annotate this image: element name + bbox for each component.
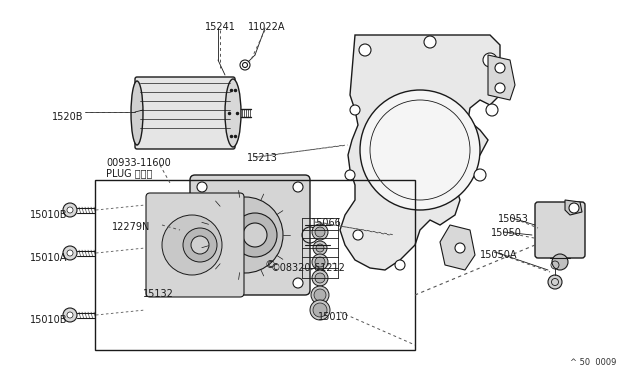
Circle shape <box>313 303 327 317</box>
Circle shape <box>312 224 328 240</box>
Circle shape <box>63 246 77 260</box>
Circle shape <box>350 105 360 115</box>
Text: ©08320-61212: ©08320-61212 <box>271 263 346 273</box>
Circle shape <box>191 236 209 254</box>
Circle shape <box>312 254 328 270</box>
Circle shape <box>67 312 73 318</box>
Circle shape <box>455 243 465 253</box>
Text: 15010B: 15010B <box>30 315 67 325</box>
Text: 00933-11600: 00933-11600 <box>106 158 171 168</box>
Circle shape <box>183 228 217 262</box>
Circle shape <box>243 223 267 247</box>
Text: 11022A: 11022A <box>248 22 285 32</box>
Circle shape <box>353 230 363 240</box>
Polygon shape <box>565 200 582 215</box>
Circle shape <box>162 215 222 275</box>
Polygon shape <box>440 225 475 270</box>
Circle shape <box>63 308 77 322</box>
Ellipse shape <box>131 81 143 145</box>
Circle shape <box>315 273 325 283</box>
Text: 15010A: 15010A <box>30 253 67 263</box>
FancyBboxPatch shape <box>535 202 585 258</box>
FancyBboxPatch shape <box>190 175 310 295</box>
Text: 15010B: 15010B <box>30 210 67 220</box>
Circle shape <box>424 36 436 48</box>
Circle shape <box>67 207 73 213</box>
Text: 15050: 15050 <box>491 228 522 238</box>
Circle shape <box>444 234 456 246</box>
Circle shape <box>548 275 562 289</box>
Circle shape <box>345 170 355 180</box>
Circle shape <box>316 244 324 252</box>
Circle shape <box>359 44 371 56</box>
Circle shape <box>495 83 505 93</box>
Text: 15010: 15010 <box>318 312 349 322</box>
Circle shape <box>315 227 325 237</box>
Text: 15053: 15053 <box>498 214 529 224</box>
Circle shape <box>552 254 568 270</box>
Text: 15241: 15241 <box>205 22 236 32</box>
Text: 12279N: 12279N <box>112 222 150 232</box>
Circle shape <box>197 278 207 288</box>
Circle shape <box>310 300 330 320</box>
Circle shape <box>233 213 277 257</box>
Text: 15132: 15132 <box>143 289 174 299</box>
Circle shape <box>483 53 497 67</box>
Circle shape <box>312 270 328 286</box>
Circle shape <box>207 197 283 273</box>
Circle shape <box>474 169 486 181</box>
Circle shape <box>293 182 303 192</box>
Text: ^ 50  0009: ^ 50 0009 <box>570 358 616 367</box>
Circle shape <box>395 260 405 270</box>
Polygon shape <box>340 35 500 270</box>
Circle shape <box>311 286 329 304</box>
Text: 15213: 15213 <box>247 153 278 163</box>
Circle shape <box>486 104 498 116</box>
Circle shape <box>67 250 73 256</box>
Circle shape <box>314 289 326 301</box>
FancyBboxPatch shape <box>146 193 244 297</box>
Circle shape <box>360 90 480 210</box>
Bar <box>95 180 415 350</box>
Circle shape <box>495 63 505 73</box>
Circle shape <box>293 278 303 288</box>
Circle shape <box>313 241 327 255</box>
FancyBboxPatch shape <box>135 77 235 149</box>
Ellipse shape <box>225 79 241 147</box>
Circle shape <box>569 203 579 213</box>
Text: ©: © <box>264 260 275 270</box>
Text: 15066: 15066 <box>311 218 342 228</box>
Circle shape <box>63 203 77 217</box>
Circle shape <box>315 257 325 267</box>
Polygon shape <box>488 55 515 100</box>
Circle shape <box>197 182 207 192</box>
Text: 1520B: 1520B <box>52 112 83 122</box>
Text: 15050A: 15050A <box>480 250 518 260</box>
Text: PLUG プラグ: PLUG プラグ <box>106 168 152 178</box>
